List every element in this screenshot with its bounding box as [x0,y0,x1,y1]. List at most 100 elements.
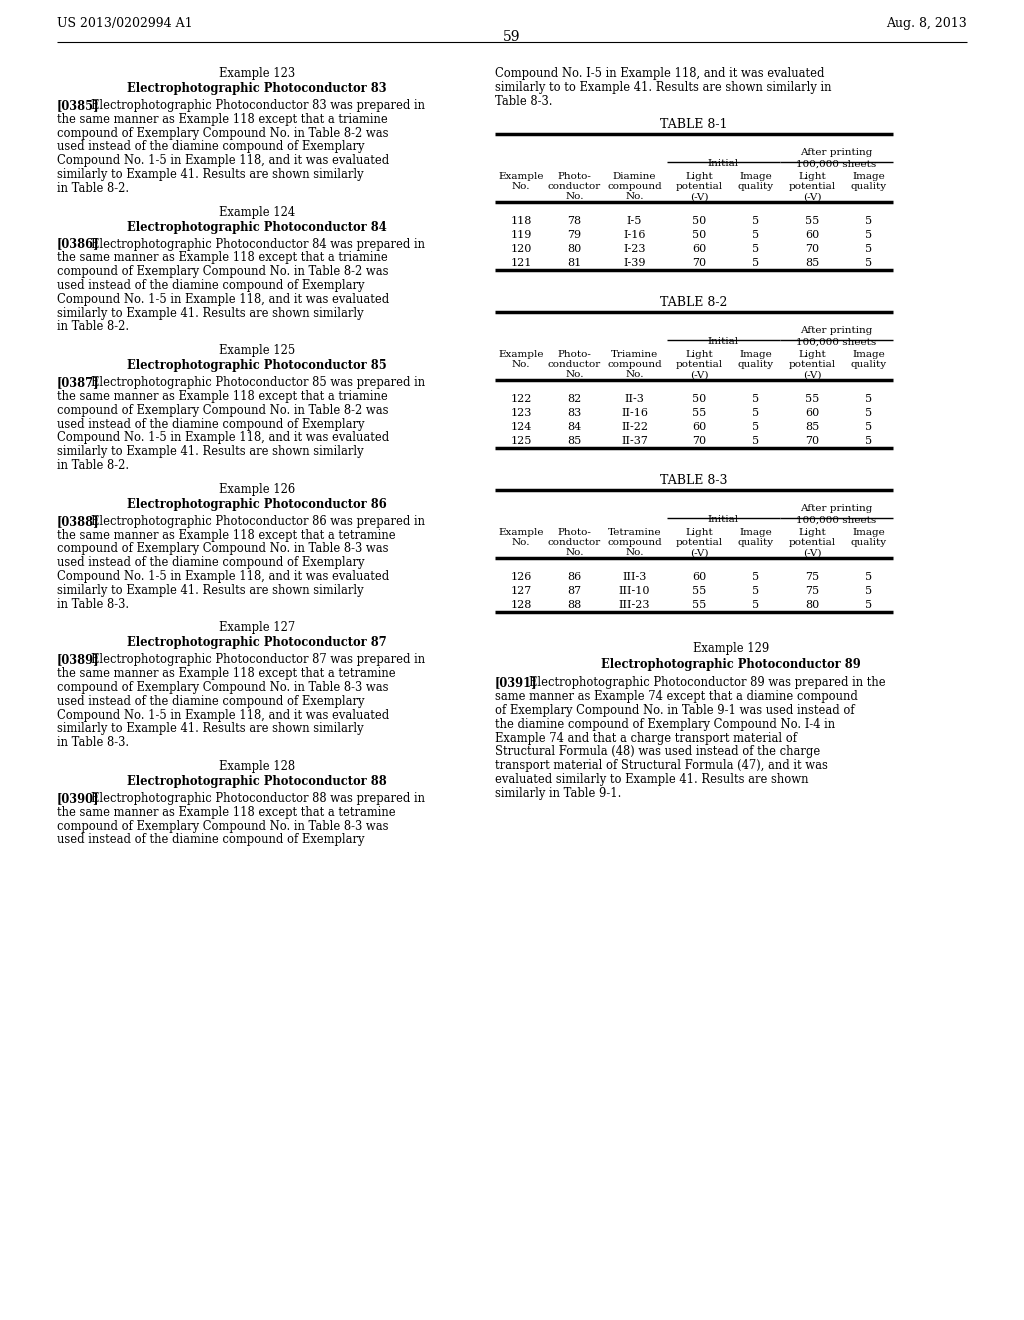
Text: 83: 83 [567,408,582,418]
Text: Example 125: Example 125 [219,345,295,358]
Text: quality: quality [851,182,887,191]
Text: Photo-: Photo- [557,528,592,537]
Text: similarly to Example 41. Results are shown similarly: similarly to Example 41. Results are sho… [57,306,364,319]
Text: [0388]: [0388] [57,515,99,528]
Text: II-22: II-22 [621,422,648,433]
Text: 70: 70 [806,244,819,255]
Text: I-16: I-16 [624,231,646,240]
Text: 85: 85 [567,437,582,446]
Text: in Table 8-2.: in Table 8-2. [57,321,129,334]
Text: No.: No. [565,548,584,557]
Text: TABLE 8-3: TABLE 8-3 [660,474,728,487]
Text: 5: 5 [753,231,760,240]
Text: used instead of the diamine compound of Exemplary: used instead of the diamine compound of … [57,417,365,430]
Text: Initial: Initial [708,338,739,346]
Text: conductor: conductor [548,360,601,370]
Text: 75: 75 [806,573,819,582]
Text: 55: 55 [805,395,819,404]
Text: 84: 84 [567,422,582,433]
Text: 88: 88 [567,601,582,610]
Text: III-10: III-10 [618,586,650,597]
Text: compound of Exemplary Compound No. in Table 8-3 was: compound of Exemplary Compound No. in Ta… [57,820,388,833]
Text: 80: 80 [805,601,819,610]
Text: TABLE 8-2: TABLE 8-2 [660,297,728,309]
Text: the same manner as Example 118 except that a triamine: the same manner as Example 118 except th… [57,112,388,125]
Text: I-5: I-5 [627,216,642,227]
Text: in Table 8-2.: in Table 8-2. [57,459,129,473]
Text: Example 123: Example 123 [219,67,295,81]
Text: compound of Exemplary Compound No. in Table 8-3 was: compound of Exemplary Compound No. in Ta… [57,543,388,556]
Text: Electrophotographic Photoconductor 89: Electrophotographic Photoconductor 89 [601,659,861,672]
Text: 50: 50 [692,395,707,404]
Text: 5: 5 [865,601,872,610]
Text: Electrophotographic Photoconductor 84: Electrophotographic Photoconductor 84 [127,220,387,234]
Text: similarly to Example 41. Results are shown similarly: similarly to Example 41. Results are sho… [57,583,364,597]
Text: Initial: Initial [708,515,739,524]
Text: Table 8-3.: Table 8-3. [495,95,553,108]
Text: Electrophotographic Photoconductor 83 was prepared in: Electrophotographic Photoconductor 83 wa… [91,99,425,112]
Text: Compound No. I-5 in Example 118, and it was evaluated: Compound No. I-5 in Example 118, and it … [495,67,824,81]
Text: No.: No. [626,371,644,379]
Text: 123: 123 [510,408,531,418]
Text: 78: 78 [567,216,582,227]
Text: I-39: I-39 [624,259,646,268]
Text: potential: potential [788,182,836,191]
Text: 118: 118 [510,216,531,227]
Text: III-23: III-23 [618,601,650,610]
Text: similarly in Table 9-1.: similarly in Table 9-1. [495,787,622,800]
Text: 122: 122 [510,395,531,404]
Text: TABLE 8-1: TABLE 8-1 [660,119,728,132]
Text: 85: 85 [805,422,819,433]
Text: potential: potential [676,360,723,370]
Text: Example: Example [499,173,544,181]
Text: (-V): (-V) [803,548,821,557]
Text: Electrophotographic Photoconductor 86 was prepared in: Electrophotographic Photoconductor 86 wa… [91,515,425,528]
Text: Electrophotographic Photoconductor 83: Electrophotographic Photoconductor 83 [127,82,387,95]
Text: transport material of Structural Formula (47), and it was: transport material of Structural Formula… [495,759,827,772]
Text: Example 74 and that a charge transport material of: Example 74 and that a charge transport m… [495,731,797,744]
Text: the same manner as Example 118 except that a triamine: the same manner as Example 118 except th… [57,389,388,403]
Text: the same manner as Example 118 except that a tetramine: the same manner as Example 118 except th… [57,667,395,680]
Text: Electrophotographic Photoconductor 85 was prepared in: Electrophotographic Photoconductor 85 wa… [91,376,425,389]
Text: quality: quality [851,539,887,548]
Text: 100,000 sheets: 100,000 sheets [797,515,877,524]
Text: Compound No. 1-5 in Example 118, and it was evaluated: Compound No. 1-5 in Example 118, and it … [57,709,389,722]
Text: Diamine: Diamine [612,173,656,181]
Text: compound of Exemplary Compound No. in Table 8-2 was: compound of Exemplary Compound No. in Ta… [57,265,388,279]
Text: similarly to to Example 41. Results are shown similarly in: similarly to to Example 41. Results are … [495,81,831,94]
Text: No.: No. [512,182,530,191]
Text: No.: No. [626,548,644,557]
Text: quality: quality [738,539,774,548]
Text: 60: 60 [805,408,819,418]
Text: 70: 70 [692,259,707,268]
Text: 120: 120 [510,244,531,255]
Text: conductor: conductor [548,539,601,548]
Text: Example: Example [499,350,544,359]
Text: Light: Light [686,350,714,359]
Text: 124: 124 [510,422,531,433]
Text: Electrophotographic Photoconductor 89 was prepared in the: Electrophotographic Photoconductor 89 wa… [528,676,886,689]
Text: 5: 5 [865,586,872,597]
Text: 5: 5 [753,437,760,446]
Text: 87: 87 [567,586,582,597]
Text: 70: 70 [692,437,707,446]
Text: II-37: II-37 [622,437,648,446]
Text: Light: Light [686,173,714,181]
Text: evaluated similarly to Example 41. Results are shown: evaluated similarly to Example 41. Resul… [495,774,809,785]
Text: compound of Exemplary Compound No. in Table 8-2 was: compound of Exemplary Compound No. in Ta… [57,404,388,417]
Text: Electrophotographic Photoconductor 85: Electrophotographic Photoconductor 85 [127,359,387,372]
Text: 119: 119 [510,231,531,240]
Text: Triamine: Triamine [611,350,658,359]
Text: 59: 59 [503,30,521,44]
Text: (-V): (-V) [803,193,821,202]
Text: similarly to Example 41. Results are shown similarly: similarly to Example 41. Results are sho… [57,445,364,458]
Text: Compound No. 1-5 in Example 118, and it was evaluated: Compound No. 1-5 in Example 118, and it … [57,293,389,306]
Text: Image: Image [739,173,772,181]
Text: (-V): (-V) [690,548,709,557]
Text: 50: 50 [692,231,707,240]
Text: [0389]: [0389] [57,653,99,667]
Text: 82: 82 [567,395,582,404]
Text: 60: 60 [692,244,707,255]
Text: Example 127: Example 127 [219,622,295,635]
Text: compound of Exemplary Compound No. in Table 8-3 was: compound of Exemplary Compound No. in Ta… [57,681,388,694]
